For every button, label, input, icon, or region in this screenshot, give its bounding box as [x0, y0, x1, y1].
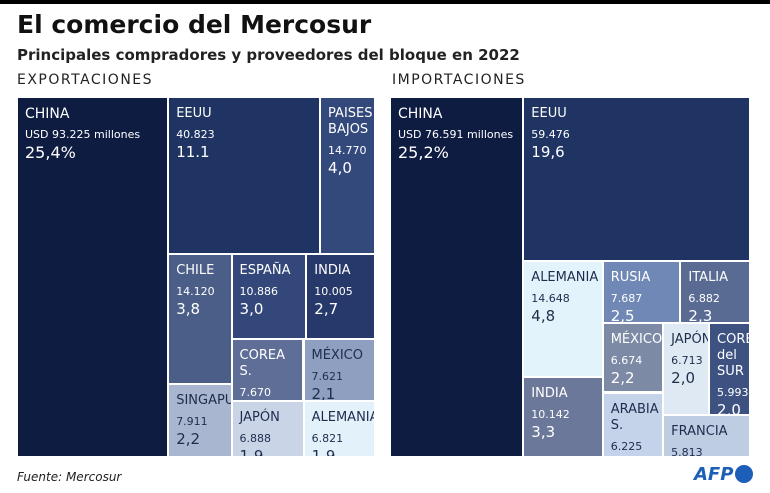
- cell-label: ESPAÑA: [239, 262, 291, 278]
- logo-text: AFP: [694, 464, 734, 485]
- value-label: 5.813: [671, 446, 703, 457]
- value-label: 14.770: [328, 144, 367, 157]
- treemap-cell: ARABIA S. 6.225 2,0: [602, 392, 664, 457]
- treemap-cell: MÉXICO 7.621 2,1: [303, 338, 375, 402]
- share-label: 2,0: [611, 455, 656, 456]
- share-label: 2,3: [688, 307, 713, 324]
- share-label: 4,8: [531, 307, 556, 326]
- panel-title: IMPORTACIONES: [392, 72, 526, 88]
- value-label: 7.670: [239, 385, 272, 399]
- value-label: 7.687: [610, 292, 643, 306]
- source: Fuente: Mercosur: [17, 470, 122, 484]
- share-label: 2,1: [311, 384, 336, 402]
- treemap-cell: COREA S.7.6702,1: [231, 338, 304, 402]
- cell-label: JAPÓN: [239, 410, 280, 426]
- share-label: 3,8: [176, 299, 201, 318]
- treemap-cell: CHILE 14.120 3,8: [168, 253, 232, 385]
- cell-label: PAISES BAJOS: [328, 106, 373, 137]
- logo-globe: [735, 465, 754, 483]
- treemap-cell: JAPÓN 6.888 1,9: [231, 401, 304, 457]
- cell-label: CHILE: [176, 262, 215, 278]
- cell-label: ALEMANIA: [531, 270, 599, 286]
- share-label: 2,2: [610, 369, 635, 388]
- treemap-cell: EEUU 40.823 11.1: [168, 97, 321, 254]
- value-label: 14.648: [531, 292, 570, 306]
- value-label: 7.621: [311, 369, 344, 383]
- share-label: 1,9: [311, 447, 336, 457]
- value-label: 6.821: [311, 432, 344, 446]
- panel-title: EXPORTACIONES: [17, 72, 154, 88]
- share-label: 2,2: [176, 430, 201, 449]
- top-rule: [0, 0, 770, 4]
- treemap-cell: RUSIA 7.687 2,5: [602, 261, 681, 324]
- cell-label: ALEMANIA: [311, 410, 375, 426]
- treemap-cell: INDIA 10.005 2,7: [306, 253, 375, 339]
- share-label: 11.1: [176, 143, 210, 161]
- share-label: 2,0: [717, 401, 741, 416]
- title: El comercio del Mercosur: [17, 10, 372, 39]
- treemap-cell: MÉXICO 6.674 2,2: [602, 323, 664, 393]
- treemap-cell: CHINA USD 76.591 millones 25,2%: [390, 97, 524, 457]
- share-label: 2,7: [314, 299, 339, 318]
- treemap-cell: PAISES BAJOS 14.770 4,0: [320, 97, 375, 254]
- share-label: 25,4%: [25, 143, 76, 162]
- cell-label: EEUU: [176, 106, 212, 121]
- share-label: 25,2%: [398, 143, 449, 162]
- share-label: 3,0: [239, 299, 264, 318]
- value-label: USD 93.225 millones: [25, 128, 141, 141]
- share-label: 1,9: [239, 447, 264, 457]
- treemap-cell: EEUU 59.476 19,6: [523, 97, 750, 262]
- value-label: 59.476: [531, 128, 570, 141]
- value-label: 10.886: [239, 284, 279, 298]
- cell-label: ITALIA: [688, 270, 729, 286]
- value-label: 5.993: [717, 386, 749, 400]
- value-label: 40.823: [176, 128, 215, 141]
- treemap-cell: INDIA 10.142 3,3: [523, 376, 603, 457]
- value-label: 6.674: [610, 354, 643, 368]
- cell-label: MÉXICO: [311, 347, 363, 363]
- cell-label: JAPÓN: [671, 332, 710, 348]
- share-label: 2,5: [610, 307, 635, 324]
- cell-label: COREA del SUR: [717, 332, 749, 380]
- share-label: 19,6: [531, 143, 565, 161]
- cell-label: RUSIA: [610, 270, 651, 286]
- cell-label: ARABIA S.: [610, 401, 659, 433]
- cell-label: CHINA: [398, 106, 443, 122]
- logo: AFP: [694, 464, 754, 485]
- cell-label: INDIA: [531, 385, 568, 401]
- treemap-cell: ESPAÑA 10.886 3,0: [231, 253, 307, 339]
- treemap-cell: ALEMANIA 6.821 1,9: [303, 401, 375, 457]
- value-label: 6.713: [671, 354, 703, 368]
- cell-label: EEUU: [531, 106, 567, 121]
- treemap-cell: ITALIA 6.882 2,3: [680, 261, 750, 324]
- value-label: 10.005: [314, 284, 353, 298]
- value-label: USD 76.591 millones: [398, 128, 514, 141]
- value-label: 10.142: [531, 407, 570, 421]
- share-label: 4,0: [328, 159, 352, 177]
- cell-label: COREA S.: [239, 347, 285, 379]
- subtitle: Principales compradores y proveedores de…: [17, 46, 520, 64]
- share-label: 2,0: [671, 369, 696, 388]
- cell-label: FRANCIA: [671, 424, 728, 440]
- treemap-cell: JAPÓN 6.713 2,0: [663, 323, 710, 416]
- treemap-cell: ALEMANIA 14.648 4,8: [523, 261, 603, 377]
- cell-label: MÉXICO: [610, 332, 663, 348]
- cell-label: INDIA: [314, 262, 351, 278]
- value-label: 14.120: [176, 284, 215, 298]
- treemap-cell: CHINA USD 93.225 millones 25,4%: [17, 97, 169, 457]
- cell-label: CHINA: [25, 106, 70, 122]
- value-label: 6.225: [610, 439, 643, 453]
- value-label: 6.888: [239, 432, 272, 446]
- value-label: 6.882: [688, 292, 720, 306]
- value-label: 7.911: [176, 415, 208, 429]
- cell-label: SINGAPUR: [176, 393, 230, 409]
- share-label: 3,3: [531, 422, 556, 441]
